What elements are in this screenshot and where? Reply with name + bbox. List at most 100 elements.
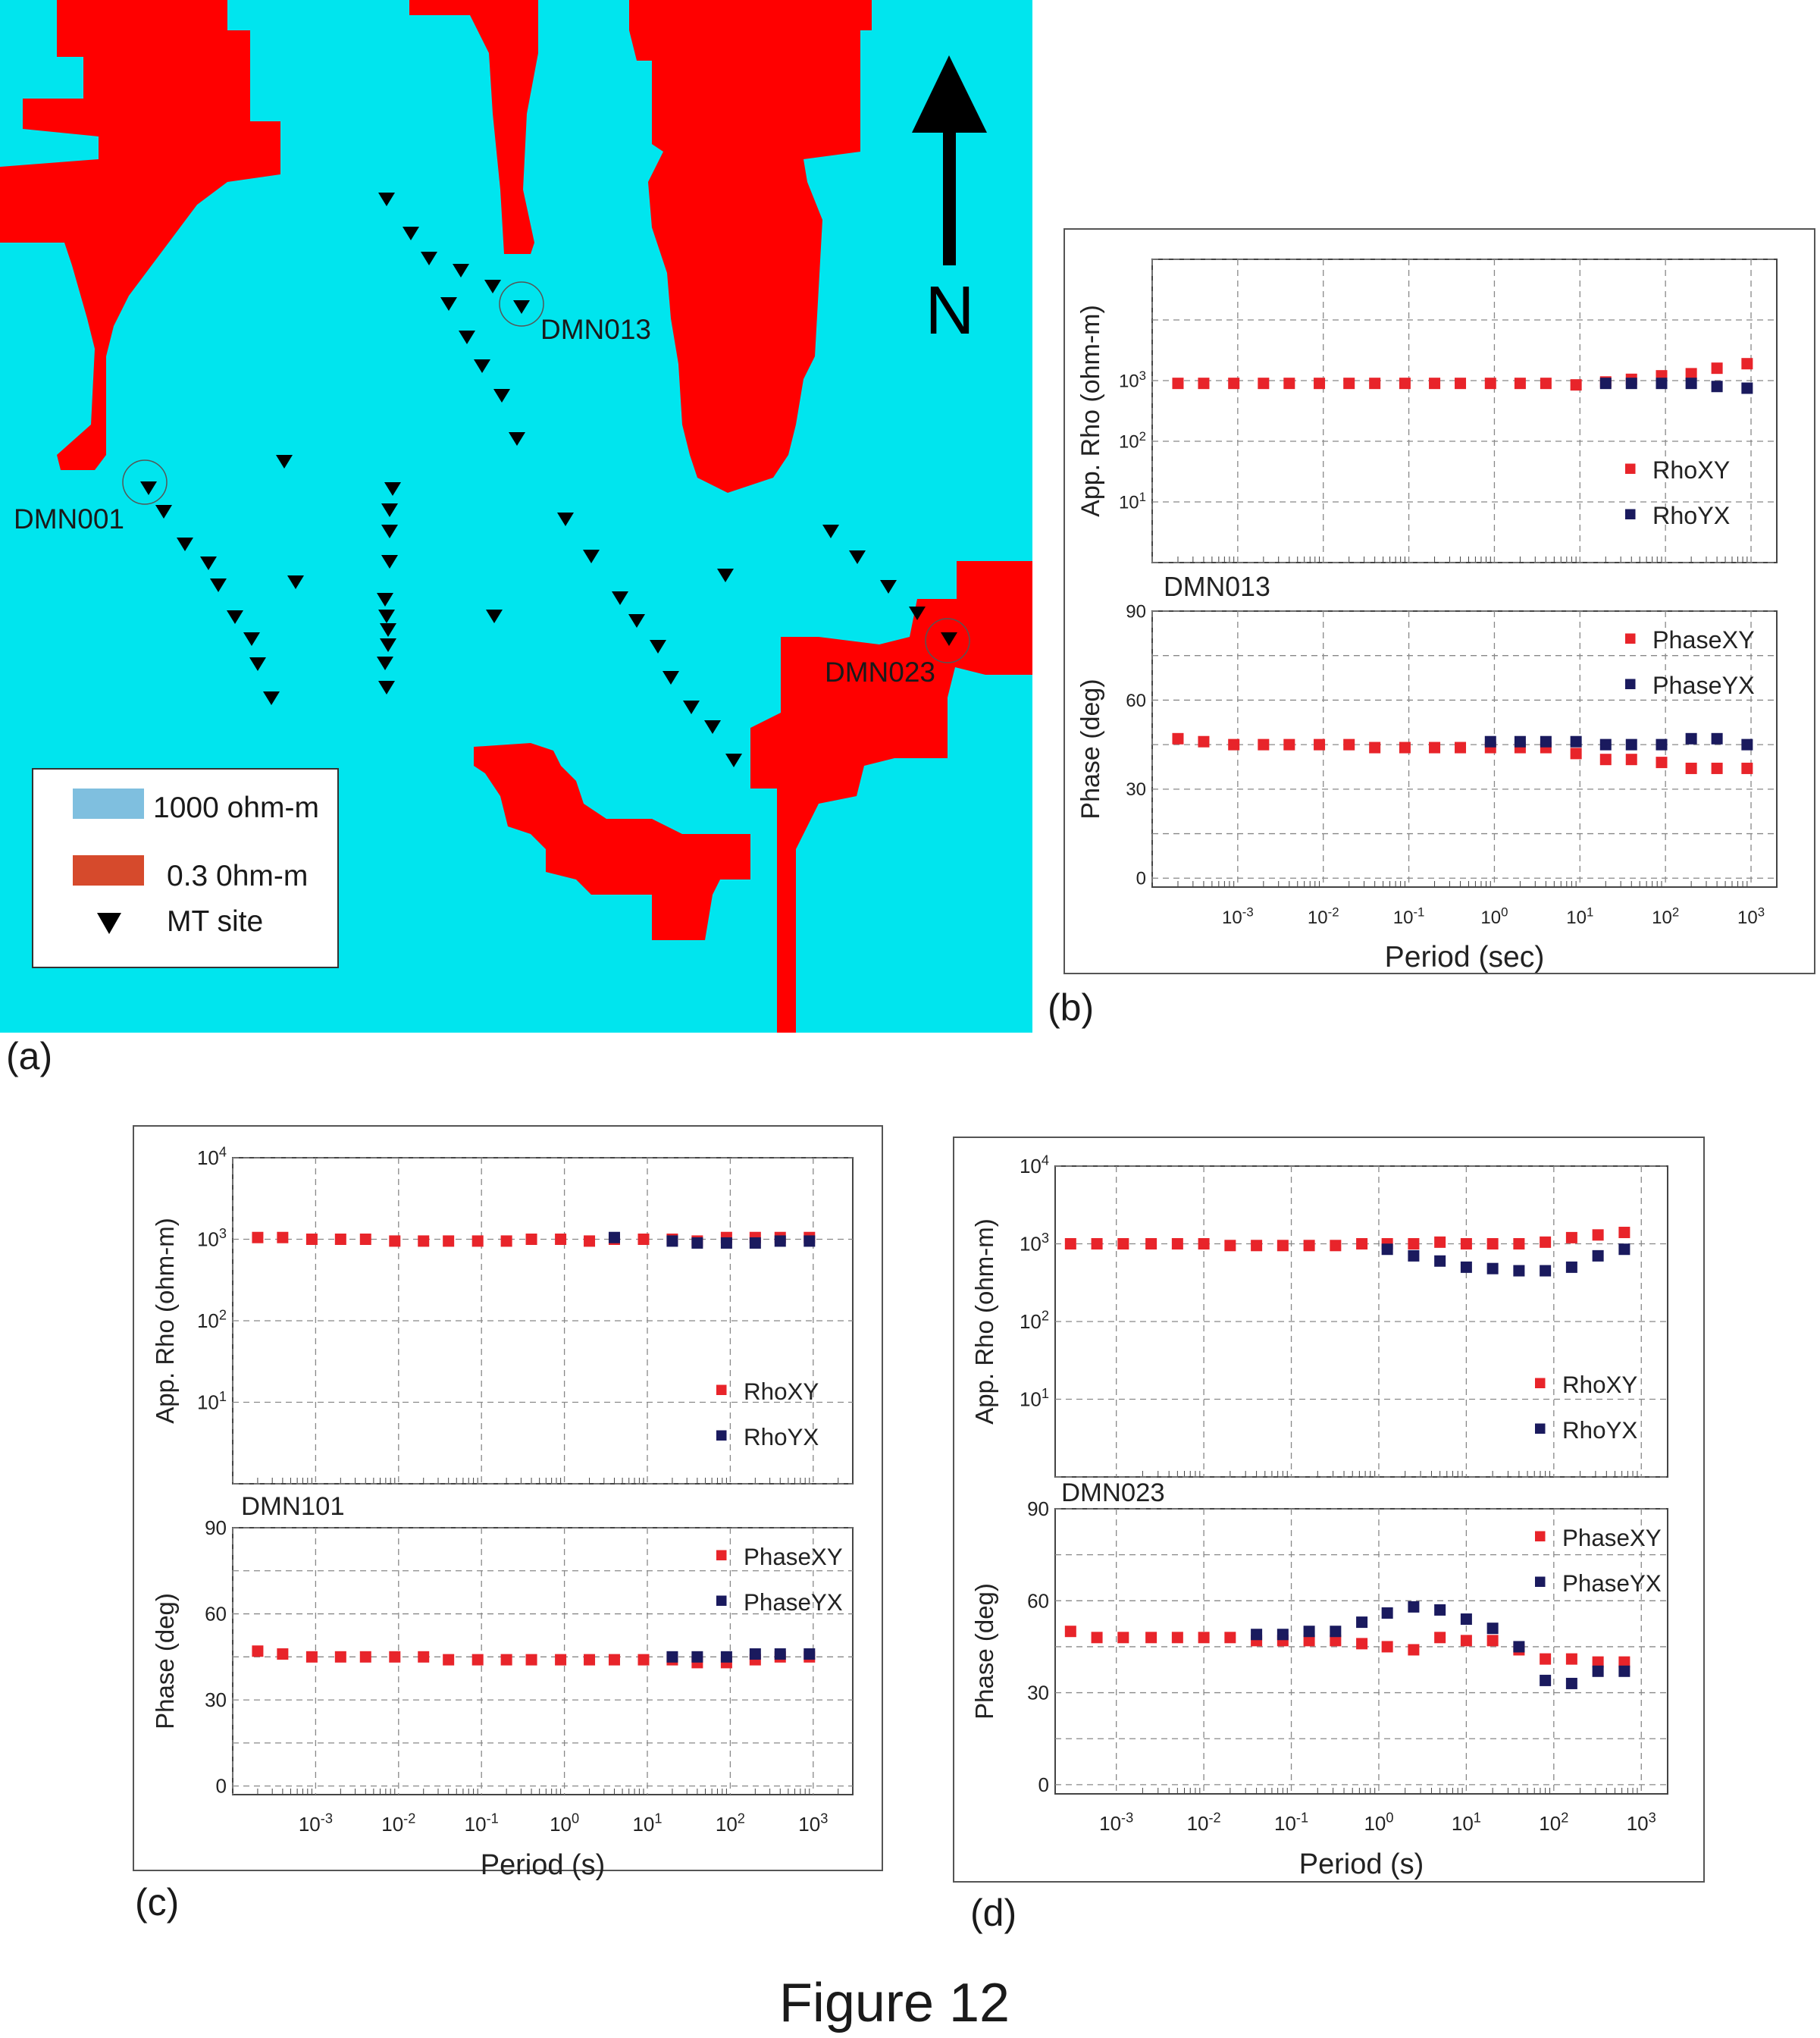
data-point [637,1234,650,1245]
tick-label: 90 [205,1516,227,1539]
tick-label: 101 [1452,1811,1481,1835]
mt-site-triangle-icon [493,389,510,403]
data-point [1570,379,1582,391]
legend-marker [1625,679,1636,689]
data-point [1455,742,1467,754]
tick-label: 103 [1119,368,1146,392]
mt-site-triangle-icon [440,297,457,311]
data-point [1381,1641,1393,1653]
data-point [1711,362,1723,375]
data-point [305,1651,318,1663]
tick-label: 10-3 [299,1811,333,1836]
data-point [1117,1238,1129,1249]
tick-label: 103 [1627,1811,1656,1835]
data-point [418,1235,430,1247]
data-point [1484,378,1496,390]
mt-site-triangle-icon [612,591,628,605]
tick-label: 104 [197,1145,227,1169]
data-point [1565,1677,1577,1689]
legend-label: PhaseYX [1562,1570,1662,1597]
data-point [1455,378,1467,390]
data-point [1711,762,1723,774]
data-point [252,1645,264,1657]
data-point [1356,1238,1368,1249]
data-point [1369,742,1381,754]
site-circle-dmn001 [122,459,168,505]
tick-label: 100 [1364,1811,1393,1835]
mt-site-triangle-icon [941,632,957,646]
data-point [1356,1638,1368,1650]
data-point [1258,738,1270,751]
data-point [1599,378,1612,390]
panel-d: 101 102 103 104 App. Rho (ohm-m) RhoXY RhoYX DM… [953,1137,1705,1934]
series-rhoyx [608,1231,816,1249]
mt-site-triangle-icon [263,691,280,705]
mt-site-triangle-icon [200,557,217,570]
data-point [1408,1249,1420,1262]
legend-marker [716,1595,727,1606]
mt-site-triangle-icon [486,610,503,623]
series-phasexy [1064,1626,1630,1668]
data-point [1330,1635,1342,1647]
mt-site-triangle-icon [380,638,396,652]
conductor-zone-northeast [629,0,872,493]
data-point [1570,748,1582,760]
data-point [418,1651,430,1663]
mt-site-triangle-icon [704,720,721,734]
north-arrow-head-icon [912,55,987,133]
legend-marker [1625,509,1636,519]
tick-label: 10-1 [1274,1811,1308,1835]
tick-label: 60 [205,1603,227,1626]
data-point [1565,1653,1577,1665]
data-point [1303,1626,1315,1638]
data-point [1540,735,1552,748]
data-point [443,1235,455,1247]
mt-site-triangle-icon [717,569,734,582]
mt-site-triangle-icon [453,264,469,277]
site-name-label: DMN101 [241,1492,345,1521]
mt-site-triangle-icon [381,503,398,517]
tick-label: 102 [197,1308,227,1332]
tick-label: 30 [1126,779,1146,800]
data-point [1618,1665,1630,1677]
data-point [1356,1616,1368,1629]
data-point [608,1231,620,1243]
data-point [1343,738,1355,751]
data-point [774,1235,786,1247]
data-point [1434,1255,1446,1267]
series-phaseyx [1251,1601,1630,1689]
legend-marker [1625,463,1636,474]
data-point [1741,738,1753,751]
y-axis-label: Phase (deg) [1076,679,1105,819]
data-point [1484,735,1496,748]
mt-site-triangle-icon [474,359,490,373]
mt-site-triangle-icon [683,701,700,714]
tick-label: 30 [205,1688,227,1711]
data-point [1486,1623,1499,1635]
panel-d-frame [953,1137,1705,1883]
tick-label: 0 [216,1775,227,1798]
data-point [1486,1635,1499,1647]
data-point [1741,358,1753,370]
conductor-zone-northwest [0,0,280,470]
data-point [1460,1261,1472,1273]
chart-dmn013: 101 102 103 App. Rho (ohm-m) RhoXY RhoYX DMN01… [1076,259,1778,974]
data-point [666,1651,678,1663]
data-point [1599,738,1612,751]
data-point [334,1651,346,1663]
data-point [1711,732,1723,745]
chart-dmn023: 101 102 103 104 App. Rho (ohm-m) RhoXY RhoYX DM… [970,1153,1668,1880]
panel-label-d: (d) [970,1892,1017,1934]
tick-label: 101 [1119,490,1146,513]
data-point [1228,378,1240,390]
legend-marker [716,1550,727,1560]
mt-site-triangle-icon [227,610,243,624]
mt-site-triangle-icon [421,252,437,265]
data-point [500,1654,512,1666]
data-point [1685,762,1697,774]
mt-site-triangle-icon [377,657,393,670]
data-point [1224,1632,1236,1644]
plot-area [1151,259,1778,563]
conductor-zone-south [474,743,750,940]
mt-site-triangle-icon [243,632,260,646]
